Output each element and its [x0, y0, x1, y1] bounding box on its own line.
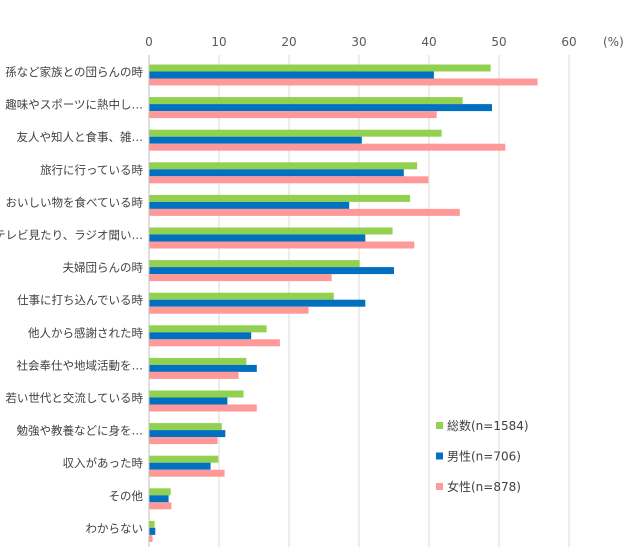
bar-female	[149, 78, 538, 86]
bar-female	[149, 469, 225, 477]
bar-female	[149, 111, 437, 119]
category-label: 他人から感謝された時	[28, 326, 143, 340]
bar-female	[149, 404, 257, 412]
category-label: 旅行に行っている時	[40, 163, 143, 177]
category-label: 勉強や教養などに身を…	[17, 424, 144, 438]
x-tick-label: 20	[281, 35, 296, 49]
bar-total	[149, 162, 418, 170]
bar-male	[149, 364, 257, 372]
x-tick-label: 40	[421, 35, 436, 49]
bar-male	[149, 299, 366, 307]
category-label: その他	[109, 489, 144, 503]
bar-male	[149, 332, 252, 340]
bar-female	[149, 176, 429, 184]
bar-male	[149, 104, 492, 112]
bar-male	[149, 71, 434, 79]
bar-total	[149, 357, 247, 365]
bar-female	[149, 437, 218, 445]
bar-total	[149, 520, 155, 528]
x-tick-label: 10	[211, 35, 226, 49]
legend-label: 総数(n=1584)	[447, 418, 529, 433]
bar-female	[149, 143, 506, 151]
legend-label: 男性(n=706)	[447, 450, 521, 464]
bar-female	[149, 274, 332, 282]
category-label: 若い世代と交流している時	[5, 391, 143, 405]
bar-female	[149, 241, 415, 249]
category-label: 収入があった時	[63, 456, 144, 470]
category-label: 夫婦団らんの時	[63, 261, 144, 275]
bar-female	[149, 208, 460, 216]
bar-female	[149, 502, 172, 510]
bar-total	[149, 455, 219, 463]
category-label: 仕事に打ち込んでいる時	[17, 293, 143, 307]
bar-male	[149, 234, 366, 242]
category-label: テレビ見たり、ラジオ聞い…	[0, 228, 143, 242]
category-label: 孫など家族との団らんの時	[5, 65, 143, 79]
bar-total	[149, 260, 360, 268]
bar-total	[149, 292, 334, 300]
bar-total	[149, 97, 463, 105]
bar-female	[149, 371, 239, 379]
bar-total	[149, 194, 411, 202]
category-label: 友人や知人と食事、雑…	[17, 130, 144, 144]
bar-female	[149, 339, 280, 347]
category-label: 社会奉仕や地域活動を…	[17, 358, 144, 372]
category-label: 趣味やスポーツに熱中し…	[5, 98, 143, 112]
bar-total	[149, 64, 491, 72]
bar-female	[149, 306, 309, 314]
bar-total	[149, 423, 222, 431]
category-label: わからない	[86, 521, 144, 535]
category-label: おいしい物を食べている時	[5, 195, 143, 209]
bar-total	[149, 390, 244, 398]
bar-male	[149, 495, 169, 503]
bar-male	[149, 169, 404, 177]
x-tick-label: 30	[351, 35, 366, 49]
bar-total	[149, 325, 267, 333]
bar-male	[149, 267, 394, 275]
bar-total	[149, 129, 442, 137]
legend-swatch	[436, 452, 443, 460]
x-tick-label: 0	[145, 35, 153, 49]
bar-male	[149, 397, 228, 405]
x-tick-label: 50	[491, 35, 506, 49]
bar-male	[149, 201, 350, 209]
bar-male	[149, 136, 362, 144]
bar-male	[149, 527, 156, 535]
bar-male	[149, 430, 226, 438]
legend-label: 女性(n=878)	[447, 479, 521, 494]
legend-swatch	[436, 483, 443, 490]
bar-male	[149, 462, 211, 470]
axis-unit-label: (%)	[603, 35, 624, 49]
bar-total	[149, 488, 171, 496]
bar-total	[149, 227, 393, 235]
x-tick-label: 60	[561, 35, 576, 49]
legend-swatch	[436, 422, 443, 429]
bar-female	[149, 534, 153, 542]
